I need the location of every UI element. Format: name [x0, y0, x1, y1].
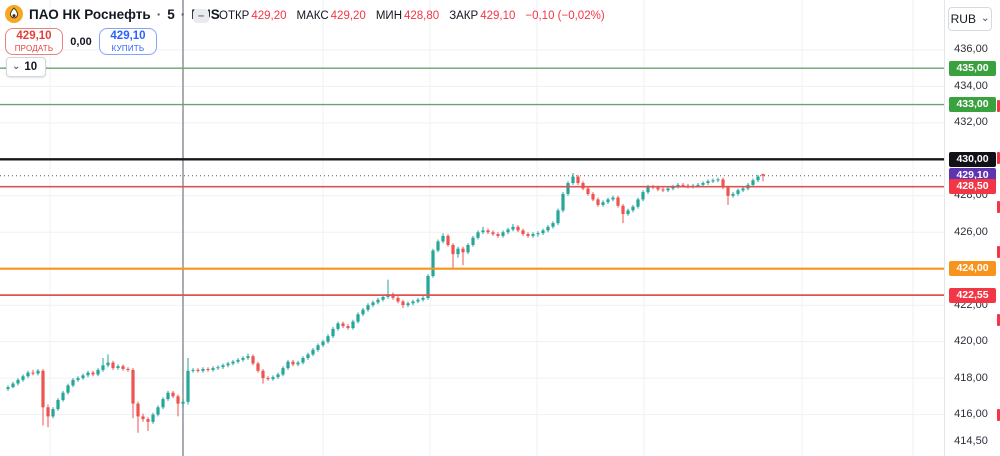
- symbol-legend[interactable]: ПАО НК Роснефть · 5 · RUS: [5, 5, 220, 23]
- price-level-badge: 422,55: [949, 287, 996, 303]
- quantity-value: 10: [24, 61, 38, 73]
- ohlc-legend: – ОТКР 429,20 МАКС 429,20 МИН 428,80 ЗАКР 42…: [193, 9, 605, 23]
- price-level-badge: 435,00: [949, 60, 996, 76]
- price-axis[interactable]: RUB ⌄ 436,00434,00432,00430,00428,00426,…: [944, 0, 1000, 456]
- edge-alert-marker: [997, 151, 1000, 164]
- edge-alert-marker: [997, 200, 1000, 213]
- price-tick: 426,00: [954, 225, 988, 238]
- price-level-badge: 433,00: [949, 97, 996, 113]
- collapse-legend-button[interactable]: –: [193, 9, 209, 23]
- edge-alert-marker: [997, 100, 1000, 113]
- price-change: −0,10 (−0,02%): [525, 10, 605, 22]
- currency-label: RUB: [950, 12, 976, 26]
- price-tick: 434,00: [954, 79, 988, 92]
- spread-value: 0,00: [70, 35, 92, 48]
- interval-label[interactable]: 5: [167, 6, 175, 22]
- price-tick: 418,00: [954, 371, 988, 384]
- edge-alert-marker: [997, 246, 1000, 259]
- price-level-badge: 430,00: [949, 151, 996, 167]
- edge-alert-marker: [997, 313, 1000, 326]
- price-level-badge: 428,50: [949, 179, 996, 195]
- symbol-title[interactable]: ПАО НК Роснефть: [29, 6, 151, 22]
- ohlc-low: МИН 428,80: [375, 10, 440, 22]
- buy-button[interactable]: 429,10 КУПИТЬ: [99, 28, 157, 55]
- ohlc-close: ЗАКР 429,10: [449, 10, 516, 22]
- price-tick: 416,00: [954, 408, 988, 421]
- candlestick-canvas[interactable]: [0, 0, 944, 456]
- price-tick: 414,50: [954, 435, 988, 448]
- quantity-selector[interactable]: ⌄ 10: [6, 57, 47, 77]
- separator-dot: ·: [156, 6, 162, 22]
- sell-button[interactable]: 429,10 ПРОДАТЬ: [5, 28, 63, 55]
- buy-label: КУПИТЬ: [111, 43, 145, 53]
- trade-panel: 429,10 ПРОДАТЬ 0,00 429,10 КУПИТЬ: [5, 28, 157, 55]
- ohlc-open: ОТКР 429,20: [219, 10, 287, 22]
- price-tick: 420,00: [954, 335, 988, 348]
- chevron-down-icon: ⌄: [12, 61, 21, 72]
- price-tick: 432,00: [954, 116, 988, 129]
- currency-selector[interactable]: RUB ⌄: [948, 7, 992, 31]
- price-level-badge: 424,00: [949, 261, 996, 277]
- buy-price: 429,10: [110, 30, 146, 43]
- ohlc-high: МАКС 429,20: [296, 10, 366, 22]
- sell-label: ПРОДАТЬ: [14, 43, 54, 53]
- price-tick: 436,00: [954, 43, 988, 56]
- separator-dot: ·: [180, 6, 186, 22]
- sell-price: 429,10: [16, 30, 52, 43]
- instrument-logo-icon: [5, 5, 23, 23]
- chevron-down-icon: ⌄: [980, 13, 990, 24]
- edge-alert-marker: [997, 408, 1000, 421]
